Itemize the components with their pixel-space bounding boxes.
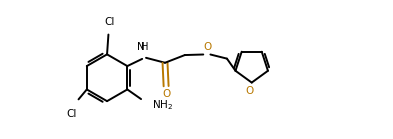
Text: Cl: Cl: [105, 17, 115, 27]
Text: O: O: [245, 86, 253, 96]
Text: O: O: [204, 42, 212, 52]
Text: H: H: [141, 42, 148, 52]
Text: Cl: Cl: [67, 109, 77, 119]
Text: O: O: [162, 89, 170, 99]
Text: NH$_2$: NH$_2$: [152, 99, 173, 112]
Text: N: N: [137, 42, 145, 52]
